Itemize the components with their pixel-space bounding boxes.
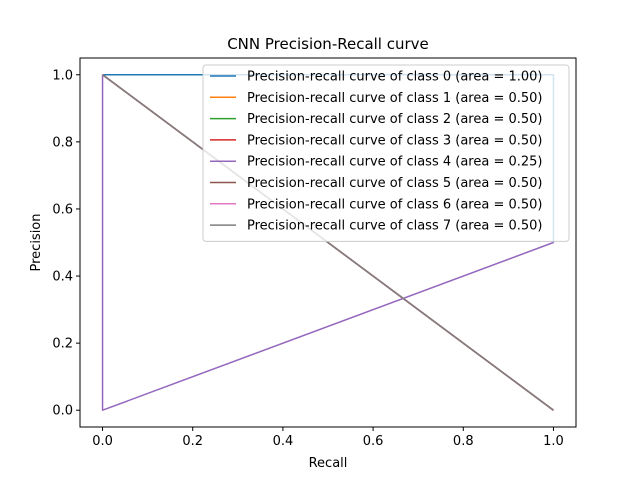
x-tick-label: 1.0 [543, 434, 564, 449]
chart-title: CNN Precision-Recall curve [227, 35, 429, 53]
legend-label-class-4: Precision-recall curve of class 4 (area … [247, 155, 542, 170]
legend-label-class-3: Precision-recall curve of class 3 (area … [247, 133, 542, 148]
y-axis-ticks: 0.0 0.2 0.4 0.6 0.8 1.0 [52, 68, 80, 419]
legend-label-class-0: Precision-recall curve of class 0 (area … [247, 70, 542, 85]
legend-label-class-1: Precision-recall curve of class 1 (area … [247, 91, 542, 106]
x-tick-label: 0.0 [92, 434, 113, 449]
x-tick-label: 0.6 [363, 434, 384, 449]
plot-lines [101, 74, 555, 411]
axes-frame [79, 57, 577, 428]
x-tick-label: 0.4 [273, 434, 294, 449]
y-tick-label: 0.4 [52, 270, 73, 285]
legend-label-class-5: Precision-recall curve of class 5 (area … [247, 176, 542, 191]
y-tick-label: 1.0 [52, 68, 73, 83]
legend-box [202, 64, 570, 242]
y-tick-label: 0.2 [52, 337, 73, 352]
x-axis-label: Recall [309, 456, 348, 471]
y-tick-label: 0.8 [52, 135, 73, 150]
legend-label-class-7: Precision-recall curve of class 7 (area … [247, 219, 542, 234]
legend-label-class-2: Precision-recall curve of class 2 (area … [247, 112, 542, 127]
y-tick-label: 0.6 [52, 202, 73, 217]
x-tick-label: 0.2 [182, 434, 203, 449]
x-tick-label: 0.8 [453, 434, 474, 449]
y-axis-label: Precision [29, 213, 44, 271]
x-axis-ticks: 0.0 0.2 0.4 0.6 0.8 1.0 [92, 427, 564, 449]
y-tick-label: 0.0 [52, 404, 73, 419]
legend: Precision-recall curve of class 0 (area … [202, 64, 570, 242]
legend-label-class-6: Precision-recall curve of class 6 (area … [247, 197, 542, 212]
series-line-class-7 [102, 74, 554, 411]
